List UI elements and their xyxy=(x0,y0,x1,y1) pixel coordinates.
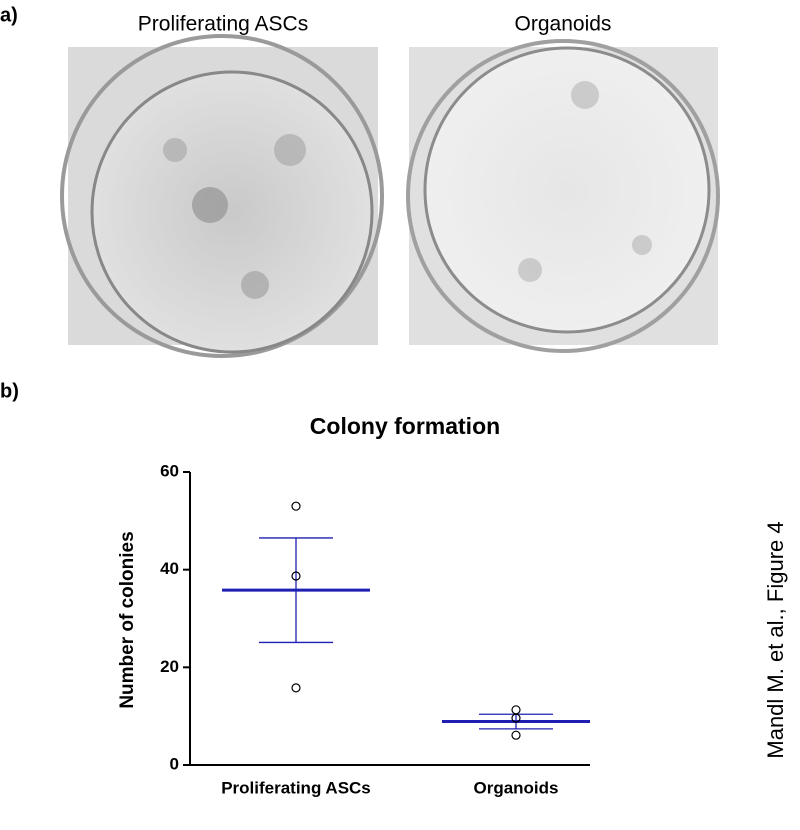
data-point xyxy=(511,713,521,723)
y-tick-label: 0 xyxy=(170,754,179,773)
photo xyxy=(406,39,720,353)
x-tick-label: Proliferating ASCs xyxy=(221,778,371,797)
image-title: Organoids xyxy=(515,13,612,36)
x-tick-label: Organoids xyxy=(473,778,558,797)
chart-title: Colony formation xyxy=(310,413,500,439)
photo xyxy=(60,34,384,358)
y-tick-label: 60 xyxy=(160,461,179,480)
panel-label: b) xyxy=(0,380,19,402)
data-point xyxy=(511,705,521,715)
data-point xyxy=(511,730,521,740)
data-point xyxy=(291,571,301,581)
panel-label: a) xyxy=(0,4,18,26)
image-title: Proliferating ASCs xyxy=(138,13,308,36)
y-axis-label: Number of colonies xyxy=(117,531,138,708)
y-tick-label: 20 xyxy=(160,657,179,676)
data-point xyxy=(291,683,301,693)
side-note: Mandl M. et al., Figure 4 xyxy=(763,521,788,758)
data-point xyxy=(291,501,301,511)
y-tick-label: 40 xyxy=(160,559,179,578)
